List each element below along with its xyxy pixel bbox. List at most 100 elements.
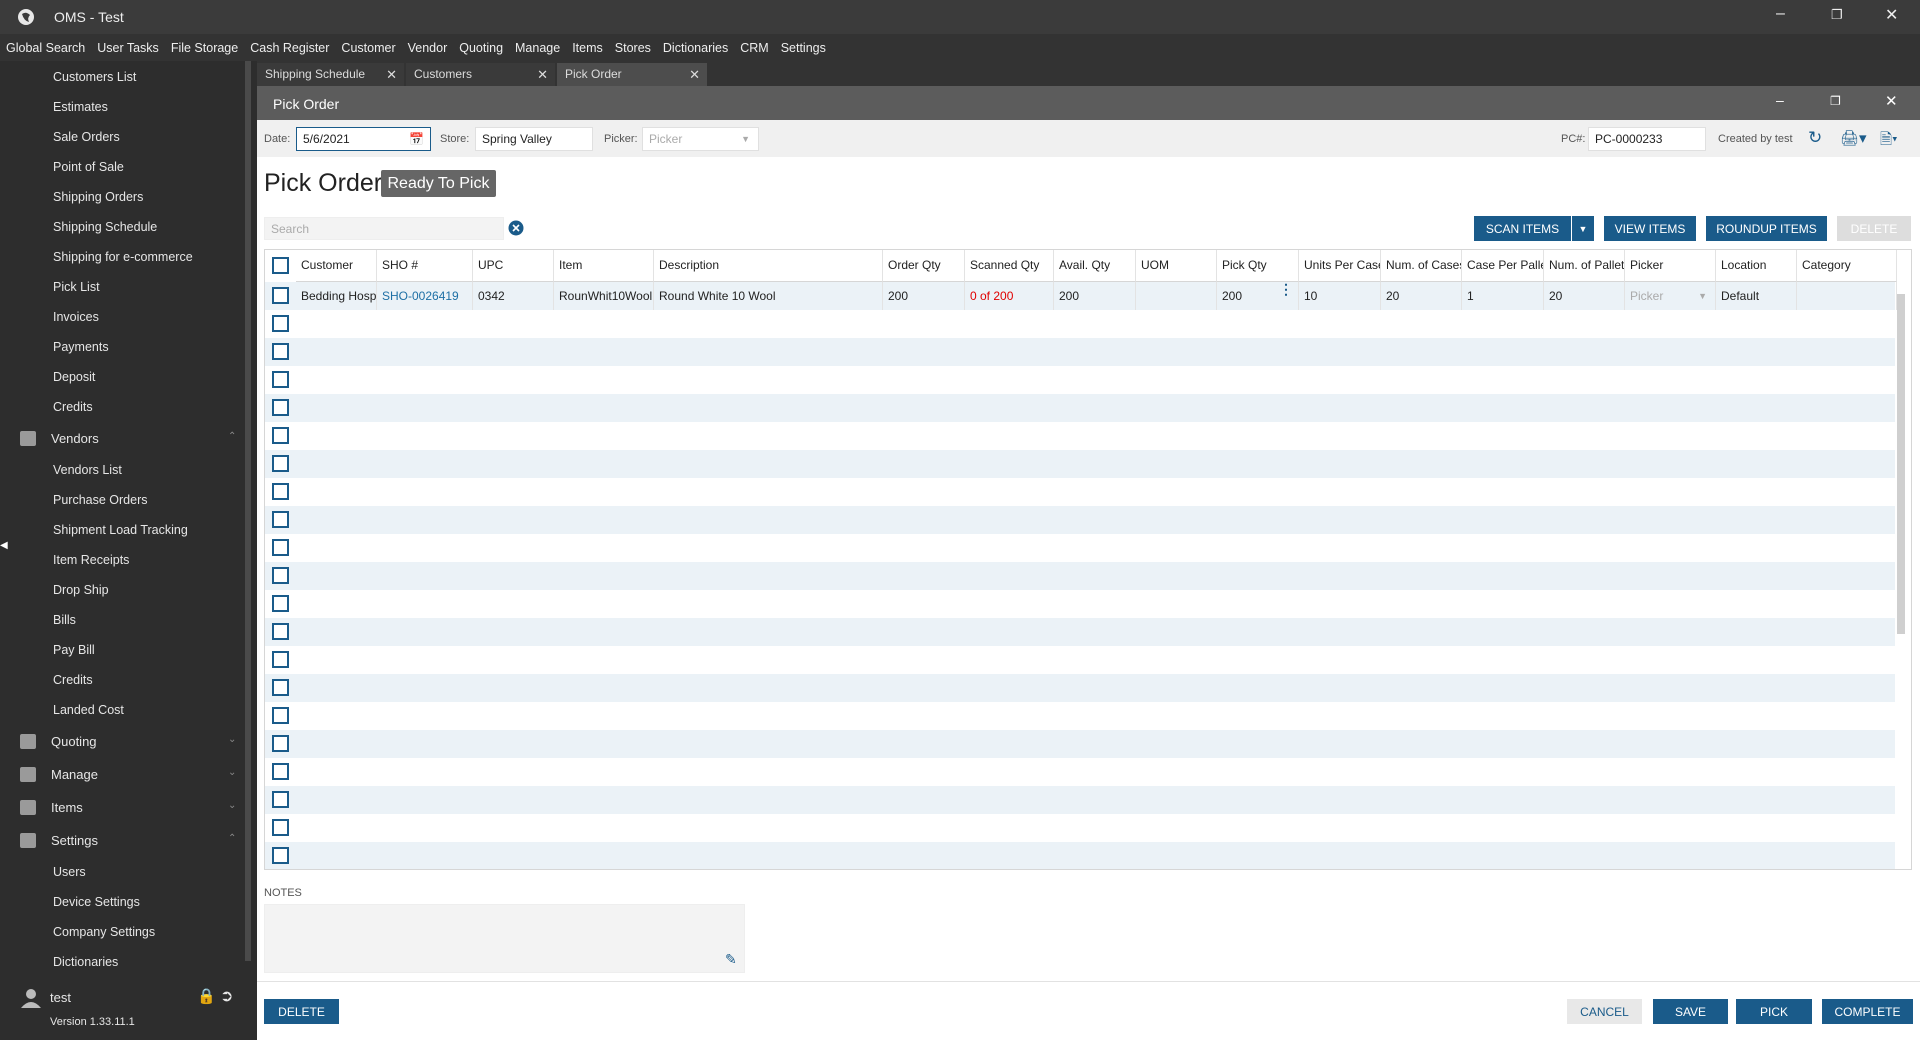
section-chevron[interactable]: ⌄ (228, 734, 237, 745)
row-checkbox[interactable] (272, 791, 289, 808)
minimize[interactable]: – (1776, 92, 1784, 108)
table-cell[interactable]: 200 ⋮ (1217, 282, 1299, 310)
row-checkbox[interactable] (272, 679, 289, 696)
sidebar-item[interactable]: Shipping Orders (53, 190, 144, 204)
clear-search[interactable] (508, 220, 524, 236)
sidebar-section[interactable]: Vendors (51, 431, 99, 446)
tab-close[interactable]: ✕ (537, 67, 548, 82)
section-chevron[interactable]: ⌃ (228, 833, 237, 844)
row-checkbox[interactable] (272, 819, 289, 836)
kebab-menu[interactable]: ⋮ (1279, 282, 1293, 297)
table-cell[interactable]: SHO-0026419 (377, 282, 473, 310)
sidebar-item[interactable]: Bills (53, 613, 76, 627)
save-button[interactable]: SAVE (1653, 999, 1728, 1024)
row-checkbox[interactable] (272, 371, 289, 388)
calendar-icon[interactable]: 📅 (409, 132, 424, 146)
row-checkbox[interactable] (272, 315, 289, 332)
edit-icon[interactable]: ✎ (725, 951, 737, 967)
sidebar-item[interactable]: Payments (53, 340, 109, 354)
table-cell[interactable]: Picker ▼ (1625, 282, 1716, 310)
menu-item[interactable]: Stores (614, 40, 651, 55)
refresh-icon[interactable]: ↻ (1808, 128, 1823, 147)
close[interactable]: ✕ (1885, 7, 1899, 24)
logout[interactable]: ➲ (220, 988, 234, 1005)
view-items-button[interactable]: VIEW ITEMS (1604, 216, 1696, 241)
sidebar-item[interactable]: Device Settings (53, 895, 140, 909)
pick-button[interactable]: PICK (1736, 999, 1812, 1024)
menu-item[interactable]: User Tasks (97, 40, 159, 55)
row-checkbox[interactable] (272, 455, 289, 472)
tab[interactable]: Shipping Schedule ✕ (257, 63, 404, 86)
restore[interactable]: ❐ (1831, 7, 1843, 22)
row-checkbox[interactable] (272, 511, 289, 528)
sidebar-item[interactable]: Company Settings (53, 925, 156, 939)
sidebar-item[interactable]: Credits (53, 400, 93, 414)
search-input[interactable]: Search (264, 217, 504, 240)
menu-item[interactable]: Items (572, 40, 603, 55)
row-checkbox[interactable] (272, 399, 289, 416)
row-checkbox[interactable] (272, 847, 289, 864)
sidebar-item[interactable]: Deposit (53, 370, 96, 384)
sidebar-item[interactable]: Invoices (53, 310, 99, 324)
sidebar-item[interactable]: Shipping for e-commerce (53, 250, 193, 264)
sidebar-section[interactable]: Settings (51, 833, 98, 848)
menu-item[interactable]: Cash Register (250, 40, 330, 55)
sidebar-item[interactable]: Credits (53, 673, 93, 687)
menu-item[interactable]: File Storage (170, 40, 239, 55)
section-chevron[interactable]: ⌄ (228, 800, 237, 811)
footer-delete[interactable]: DELETE (264, 999, 339, 1024)
menu-item[interactable]: Settings (780, 40, 826, 55)
row-checkbox[interactable] (272, 707, 289, 724)
menu-item[interactable]: Dictionaries (662, 40, 729, 55)
sidebar-item[interactable]: Landed Cost (53, 703, 124, 717)
row-checkbox[interactable] (272, 623, 289, 640)
row-checkbox[interactable] (272, 483, 289, 500)
sidebar-item[interactable]: Users (53, 865, 86, 879)
menu-item[interactable]: CRM (740, 40, 769, 55)
roundup-items-button[interactable]: ROUNDUP ITEMS (1706, 216, 1827, 241)
store-input[interactable]: Spring Valley (475, 127, 593, 151)
header-checkbox[interactable] (272, 257, 289, 274)
sidebar-item[interactable]: Pick List (53, 280, 100, 294)
menu-item[interactable]: Customer (341, 40, 396, 55)
sidebar-section[interactable]: Items (51, 800, 83, 815)
row-checkbox[interactable] (272, 651, 289, 668)
sidebar-item[interactable]: Shipping Schedule (53, 220, 158, 234)
print-icon[interactable]: 🖨▾ (1840, 130, 1867, 147)
menu-item[interactable]: Manage (515, 40, 561, 55)
tab-close[interactable]: ✕ (386, 67, 397, 82)
complete-button[interactable]: COMPLETE (1822, 999, 1913, 1024)
tab-close[interactable]: ✕ (689, 67, 700, 82)
close[interactable]: ✕ (1885, 93, 1898, 110)
row-checkbox[interactable] (272, 735, 289, 752)
menu-item[interactable]: Global Search (6, 40, 86, 55)
restore[interactable]: ❐ (1830, 94, 1841, 108)
sidebar-item[interactable]: Sale Orders (53, 130, 120, 144)
sidebar-item[interactable]: Pay Bill (53, 643, 95, 657)
scan-dropdown[interactable]: ▼ (1572, 216, 1594, 241)
row-checkbox[interactable] (272, 287, 289, 304)
row-checkbox[interactable] (272, 343, 289, 360)
sidebar-section[interactable]: Manage (51, 767, 98, 782)
section-chevron[interactable]: ⌄ (228, 767, 237, 778)
menu-item[interactable]: Vendor (407, 40, 448, 55)
sidebar-item[interactable]: Purchase Orders (53, 493, 148, 507)
row-checkbox[interactable] (272, 567, 289, 584)
row-checkbox[interactable] (272, 539, 289, 556)
collapse-arrow[interactable]: ◀ (0, 540, 8, 551)
menu-item[interactable]: Quoting (459, 40, 504, 55)
cancel-button[interactable]: CANCEL (1567, 999, 1642, 1024)
scan-items-button[interactable]: SCAN ITEMS (1474, 216, 1571, 241)
minimize[interactable]: – (1776, 5, 1785, 22)
sidebar-item[interactable]: Drop Ship (53, 583, 109, 597)
picker-select[interactable]: Picker ▼ (642, 127, 759, 151)
document-icon[interactable]: 🗎▾ (1880, 131, 1898, 148)
sidebar-item[interactable]: Shipment Load Tracking (53, 523, 188, 537)
row-checkbox[interactable] (272, 595, 289, 612)
tab[interactable]: Pick Order ✕ (557, 63, 707, 86)
sidebar-item[interactable]: Dictionaries (53, 955, 119, 969)
sidebar-item[interactable]: Point of Sale (53, 160, 124, 174)
lock[interactable]: 🔒 (197, 988, 216, 1005)
row-checkbox[interactable] (272, 427, 289, 444)
tab[interactable]: Customers ✕ (406, 63, 555, 86)
